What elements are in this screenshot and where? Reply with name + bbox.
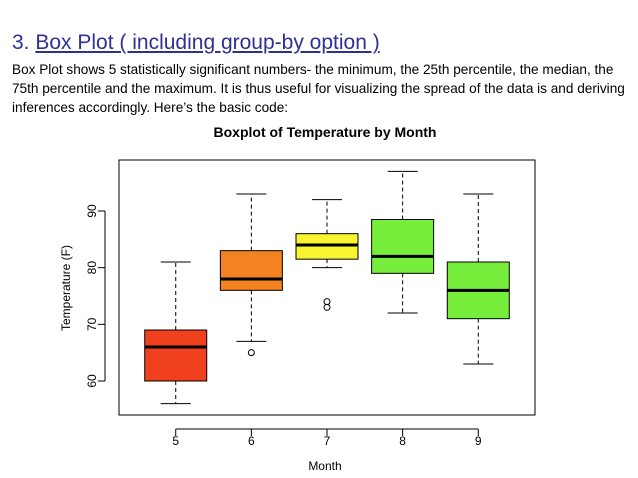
slide-body-text: Box Plot shows 5 statistically significa… [12,62,625,115]
x-tick-label-8: 8 [399,434,406,448]
y-tick-label-60: 60 [85,374,99,388]
x-tick-label-9: 9 [475,434,482,448]
y-axis-label: Temperature (F) [59,245,73,331]
slide-title-link[interactable]: Box Plot ( including group-by option ) [35,31,380,54]
chart-title: Boxplot of Temperature by Month [214,124,437,140]
outlier-7-1 [323,298,331,306]
x-axis-label: Month [308,459,341,473]
box-group-6 [219,193,283,357]
boxes-layer [144,170,510,405]
box-group-7 [295,199,359,311]
boxplot-chart: Boxplot of Temperature by Month 60 70 80 90… [59,124,536,473]
y-tick-label-80: 80 [85,261,99,275]
x-tick-label-7: 7 [324,434,331,448]
x-axis: 5 6 7 8 9 [172,428,482,448]
y-tick-label-90: 90 [85,204,99,218]
x-tick-label-5: 5 [172,434,179,448]
box-group-9 [446,193,510,365]
x-tick-label-6: 6 [248,434,255,448]
box-group-5 [144,261,208,405]
outlier-6-0 [247,349,255,357]
box-8 [371,219,435,274]
box-group-8 [371,170,435,314]
y-tick-label-70: 70 [85,317,99,331]
box-5 [144,329,208,382]
plot-frame [118,159,536,416]
box-6 [219,250,283,291]
y-axis: 60 70 80 90 [85,204,106,388]
slide-title: 3. Box Plot ( including group-by option … [12,31,380,55]
slide-number: 3. [12,31,30,54]
outlier-7-0 [323,303,331,311]
